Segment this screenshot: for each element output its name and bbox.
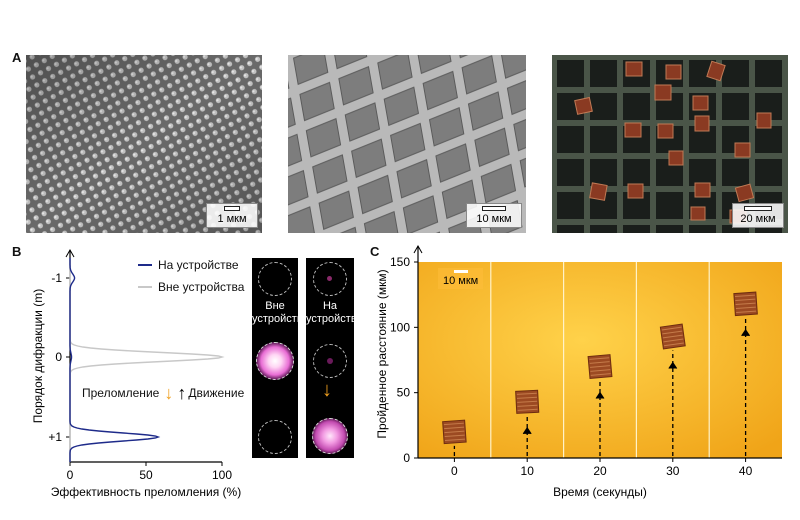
sem-image-pillars: 1 мкм: [26, 55, 262, 233]
y-axis-title: Порядок дифракции (m): [31, 289, 45, 423]
microrobot-grating-line: [662, 330, 683, 335]
refraction-label: Преломление: [82, 386, 160, 400]
microrobot-square: [442, 419, 467, 445]
up-arrow-icon: [595, 391, 605, 399]
order-ring-plus1: [258, 420, 292, 454]
y-tick-label: 50: [397, 386, 411, 400]
microrobot-grating-line: [662, 334, 683, 339]
pillars-texture: [26, 55, 262, 233]
up-arrow-icon: [522, 426, 532, 435]
microrobot-grating-line: [517, 404, 538, 407]
series-on-device-line: [69, 258, 161, 462]
bright-spot-order-0: [256, 342, 294, 380]
microrobot-grating-line: [444, 430, 465, 434]
order-ring-0: [313, 344, 347, 378]
microscope-image-squares: 20 мкм: [552, 55, 788, 233]
x-tick-label: 20: [593, 464, 607, 478]
microrobot-grating-line: [735, 302, 756, 306]
y-axis-arrow: [65, 248, 75, 258]
microrobot-grating-line: [516, 392, 537, 395]
y-tick-label: 0: [403, 451, 410, 465]
scale-bar-c: 10 мкм: [438, 268, 484, 289]
y-tick-label: 0: [55, 350, 62, 364]
camera-image-off-device: Вне устройства: [252, 258, 298, 458]
microrobot-grating-line: [516, 396, 538, 399]
x-tick-label: 100: [212, 468, 232, 482]
microrobot-grating-line: [590, 373, 611, 376]
scale-bar-line: [453, 270, 468, 273]
orange-arrow-icon: ↓: [322, 379, 332, 401]
microrobot-grating-line: [589, 357, 610, 360]
microrobot-grating-line: [517, 400, 538, 403]
camera-image-on-device: На устройстве ↓: [306, 258, 354, 458]
microrobot-grating-line: [517, 408, 538, 411]
microrobot-grating-line: [735, 306, 756, 309]
y-tick-label: 100: [390, 320, 410, 334]
scale-label: 1 мкм: [217, 213, 247, 225]
panel-b-label: B: [12, 244, 22, 259]
x-axis-title: Время (секунды): [553, 485, 647, 499]
faint-spot-order-0: [327, 358, 333, 364]
legend-swatch-off: [138, 286, 152, 288]
legend-swatch-on: [138, 264, 152, 266]
diffraction-efficiency-chart: -1 0 +1 0 50 100 Эффективность преломления (%)…: [31, 248, 241, 499]
microrobot-grating-line: [663, 342, 684, 347]
motion-arrow-icon: ↑: [177, 383, 187, 403]
x-tick-label: 10: [521, 464, 535, 478]
microrobot-grating-line: [443, 422, 464, 426]
bright-spot-order-plus1: [312, 418, 348, 454]
scale-bar-a2: 10 мкм: [466, 203, 522, 228]
microrobot-grating-line: [590, 369, 611, 372]
panel-a-label: A: [12, 50, 22, 65]
motion-label: Движение: [188, 386, 245, 400]
legend-off-label: Вне устройства: [158, 280, 245, 294]
microrobot-square: [587, 354, 613, 379]
scale-label: 10 мкм: [443, 275, 479, 287]
legend-on-label: На устройстве: [158, 258, 239, 272]
order-ring-minus1: [258, 262, 292, 296]
scale-label: 10 мкм: [476, 213, 512, 225]
microrobot-grating-line: [661, 326, 682, 331]
microrobot-square: [659, 323, 686, 350]
order-ring-minus1: [313, 262, 347, 296]
y-tick-label: -1: [51, 271, 62, 285]
y-axis-title: Пройденное расстояние (мкм): [375, 269, 389, 438]
microrobot-square: [733, 291, 758, 317]
panel-c-label: C: [370, 244, 380, 259]
scale-bar-a3: 20 мкм: [732, 203, 784, 228]
microrobot-square: [515, 389, 540, 414]
y-tick-label: +1: [48, 430, 62, 444]
y-axis-arrow: [413, 244, 423, 254]
scale-bar-a1: 1 мкм: [206, 203, 258, 228]
microrobot-grating-line: [589, 361, 610, 364]
microrobot-grating-line: [736, 310, 757, 313]
microrobot-grating-line: [444, 426, 465, 430]
x-tick-label: 50: [139, 468, 153, 482]
x-tick-label: 30: [666, 464, 680, 478]
x-axis-title: Эффективность преломления (%): [51, 485, 241, 499]
sem-image-grid: 10 мкм: [288, 55, 526, 233]
x-tick-label: 0: [67, 468, 74, 482]
y-tick-label: 150: [390, 255, 410, 269]
microrobot-grating-line: [663, 338, 684, 343]
off-device-label: Вне устройства: [252, 300, 298, 325]
microrobot-grating-line: [735, 298, 756, 302]
refraction-motion-annotation: Преломление ↓ ↑ Движение: [82, 383, 245, 403]
scale-label: 20 мкм: [740, 213, 776, 225]
microrobot-grating-line: [589, 365, 611, 368]
legend: На устройстве Вне устройства: [138, 258, 244, 294]
microrobot-grating-line: [735, 294, 756, 298]
distance-vs-time-chart: 0 50 100 150 0 10 20 30 40 Время (секунды) Пройден…: [375, 244, 782, 499]
refraction-arrow-icon: ↓: [164, 383, 174, 403]
up-arrow-icon: [741, 328, 751, 337]
x-tick-label: 40: [739, 464, 753, 478]
on-device-label: На устройстве: [306, 300, 354, 325]
microrobot-grating-line: [444, 434, 465, 438]
microrobot-grating-line: [444, 438, 465, 442]
up-arrow-icon: [668, 361, 678, 369]
faint-spot-order-minus1: [327, 276, 332, 281]
x-tick-label: 0: [451, 464, 458, 478]
